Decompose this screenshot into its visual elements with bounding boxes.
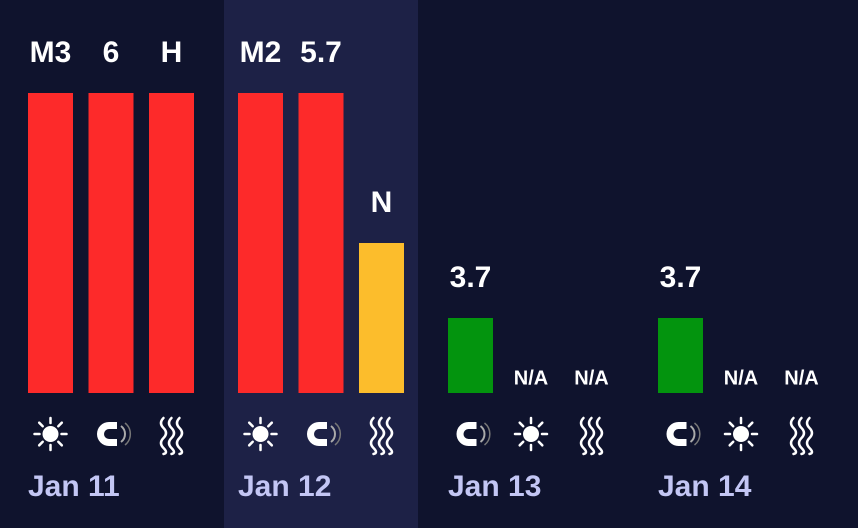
level-bar [238, 93, 283, 393]
item-value: 3.7 [660, 261, 702, 294]
wave-line [595, 416, 604, 456]
level-bar [298, 93, 344, 393]
wave-line [587, 416, 596, 456]
sun-core [42, 426, 59, 442]
item-value: N/A [724, 367, 758, 389]
wave-line [369, 416, 378, 456]
item-icon-sun [243, 416, 278, 452]
magnet-field [693, 422, 701, 446]
sun-ray [267, 421, 274, 428]
sun-core [733, 426, 749, 442]
sun-core [252, 426, 269, 442]
wave-line [377, 416, 386, 456]
magnet-field [120, 425, 126, 443]
level-bar [88, 93, 134, 393]
wave-line [805, 416, 814, 456]
item-icon-sun [513, 416, 549, 452]
item-value: 5.7 [300, 36, 342, 69]
level-bar [658, 318, 703, 393]
wave-line [789, 416, 798, 456]
item-icon-sun [33, 416, 68, 452]
item-value: 3.7 [450, 261, 492, 294]
item-value: N [371, 186, 393, 219]
sun-ray [537, 421, 544, 428]
magnet-body [307, 422, 327, 446]
magnet-body [456, 422, 477, 446]
sun-ray [747, 440, 754, 447]
magnet-field [479, 425, 486, 443]
magnet-field [330, 425, 336, 443]
level-bar [149, 93, 194, 393]
sun-ray [728, 440, 735, 447]
sun-ray [37, 421, 44, 428]
sun-ray [518, 440, 525, 447]
magnet-body [666, 422, 687, 446]
day-date: Jan 13 [448, 470, 541, 503]
day-date: Jan 11 [28, 470, 120, 503]
magnet-field [124, 422, 132, 446]
level-bar [359, 243, 404, 393]
item-value: N/A [784, 367, 818, 389]
day-date: Jan 14 [658, 470, 752, 503]
sun-ray [37, 440, 44, 447]
sun-ray [747, 421, 754, 428]
magnet-body [97, 422, 117, 446]
sun-ray [247, 440, 254, 447]
item-value: M2 [240, 36, 282, 69]
wave-line [175, 416, 184, 456]
item-value: M3 [30, 36, 72, 69]
item-icon-sun [723, 416, 759, 452]
item-icon-magnet [97, 422, 132, 446]
item-icon-waves [789, 416, 814, 456]
item-value: 6 [103, 36, 120, 69]
level-bar [448, 318, 493, 393]
sun-ray [57, 440, 64, 447]
sun-ray [57, 421, 64, 428]
sun-ray [247, 421, 254, 428]
item-icon-waves [159, 416, 184, 456]
day-column: Jan 14 3.7 N/A N/A [658, 261, 819, 503]
sun-ray [267, 440, 274, 447]
item-icon-magnet [307, 422, 342, 446]
wave-line [579, 416, 588, 456]
sun-ray [728, 421, 735, 428]
day-column: Jan 12 M2 5.7 N [238, 36, 404, 503]
item-value: N/A [574, 367, 608, 389]
wave-line [385, 416, 394, 456]
item-icon-waves [369, 416, 394, 456]
day-date: Jan 12 [238, 470, 331, 503]
item-value: N/A [514, 367, 548, 389]
day-column: Jan 13 3.7 N/A N/A [448, 261, 609, 503]
magnet-field [689, 425, 696, 443]
level-bar [28, 93, 73, 393]
sun-core [523, 426, 539, 442]
magnet-field [483, 422, 491, 446]
sun-ray [518, 421, 525, 428]
sun-ray [537, 440, 544, 447]
item-value: H [161, 36, 183, 69]
day-column: Jan 11 M3 6 H [28, 36, 194, 503]
magnet-field [334, 422, 342, 446]
wave-line [159, 416, 168, 456]
item-icon-magnet [456, 422, 491, 446]
item-icon-waves [579, 416, 604, 456]
item-icon-magnet [666, 422, 701, 446]
wave-line [167, 416, 176, 456]
wave-line [797, 416, 806, 456]
